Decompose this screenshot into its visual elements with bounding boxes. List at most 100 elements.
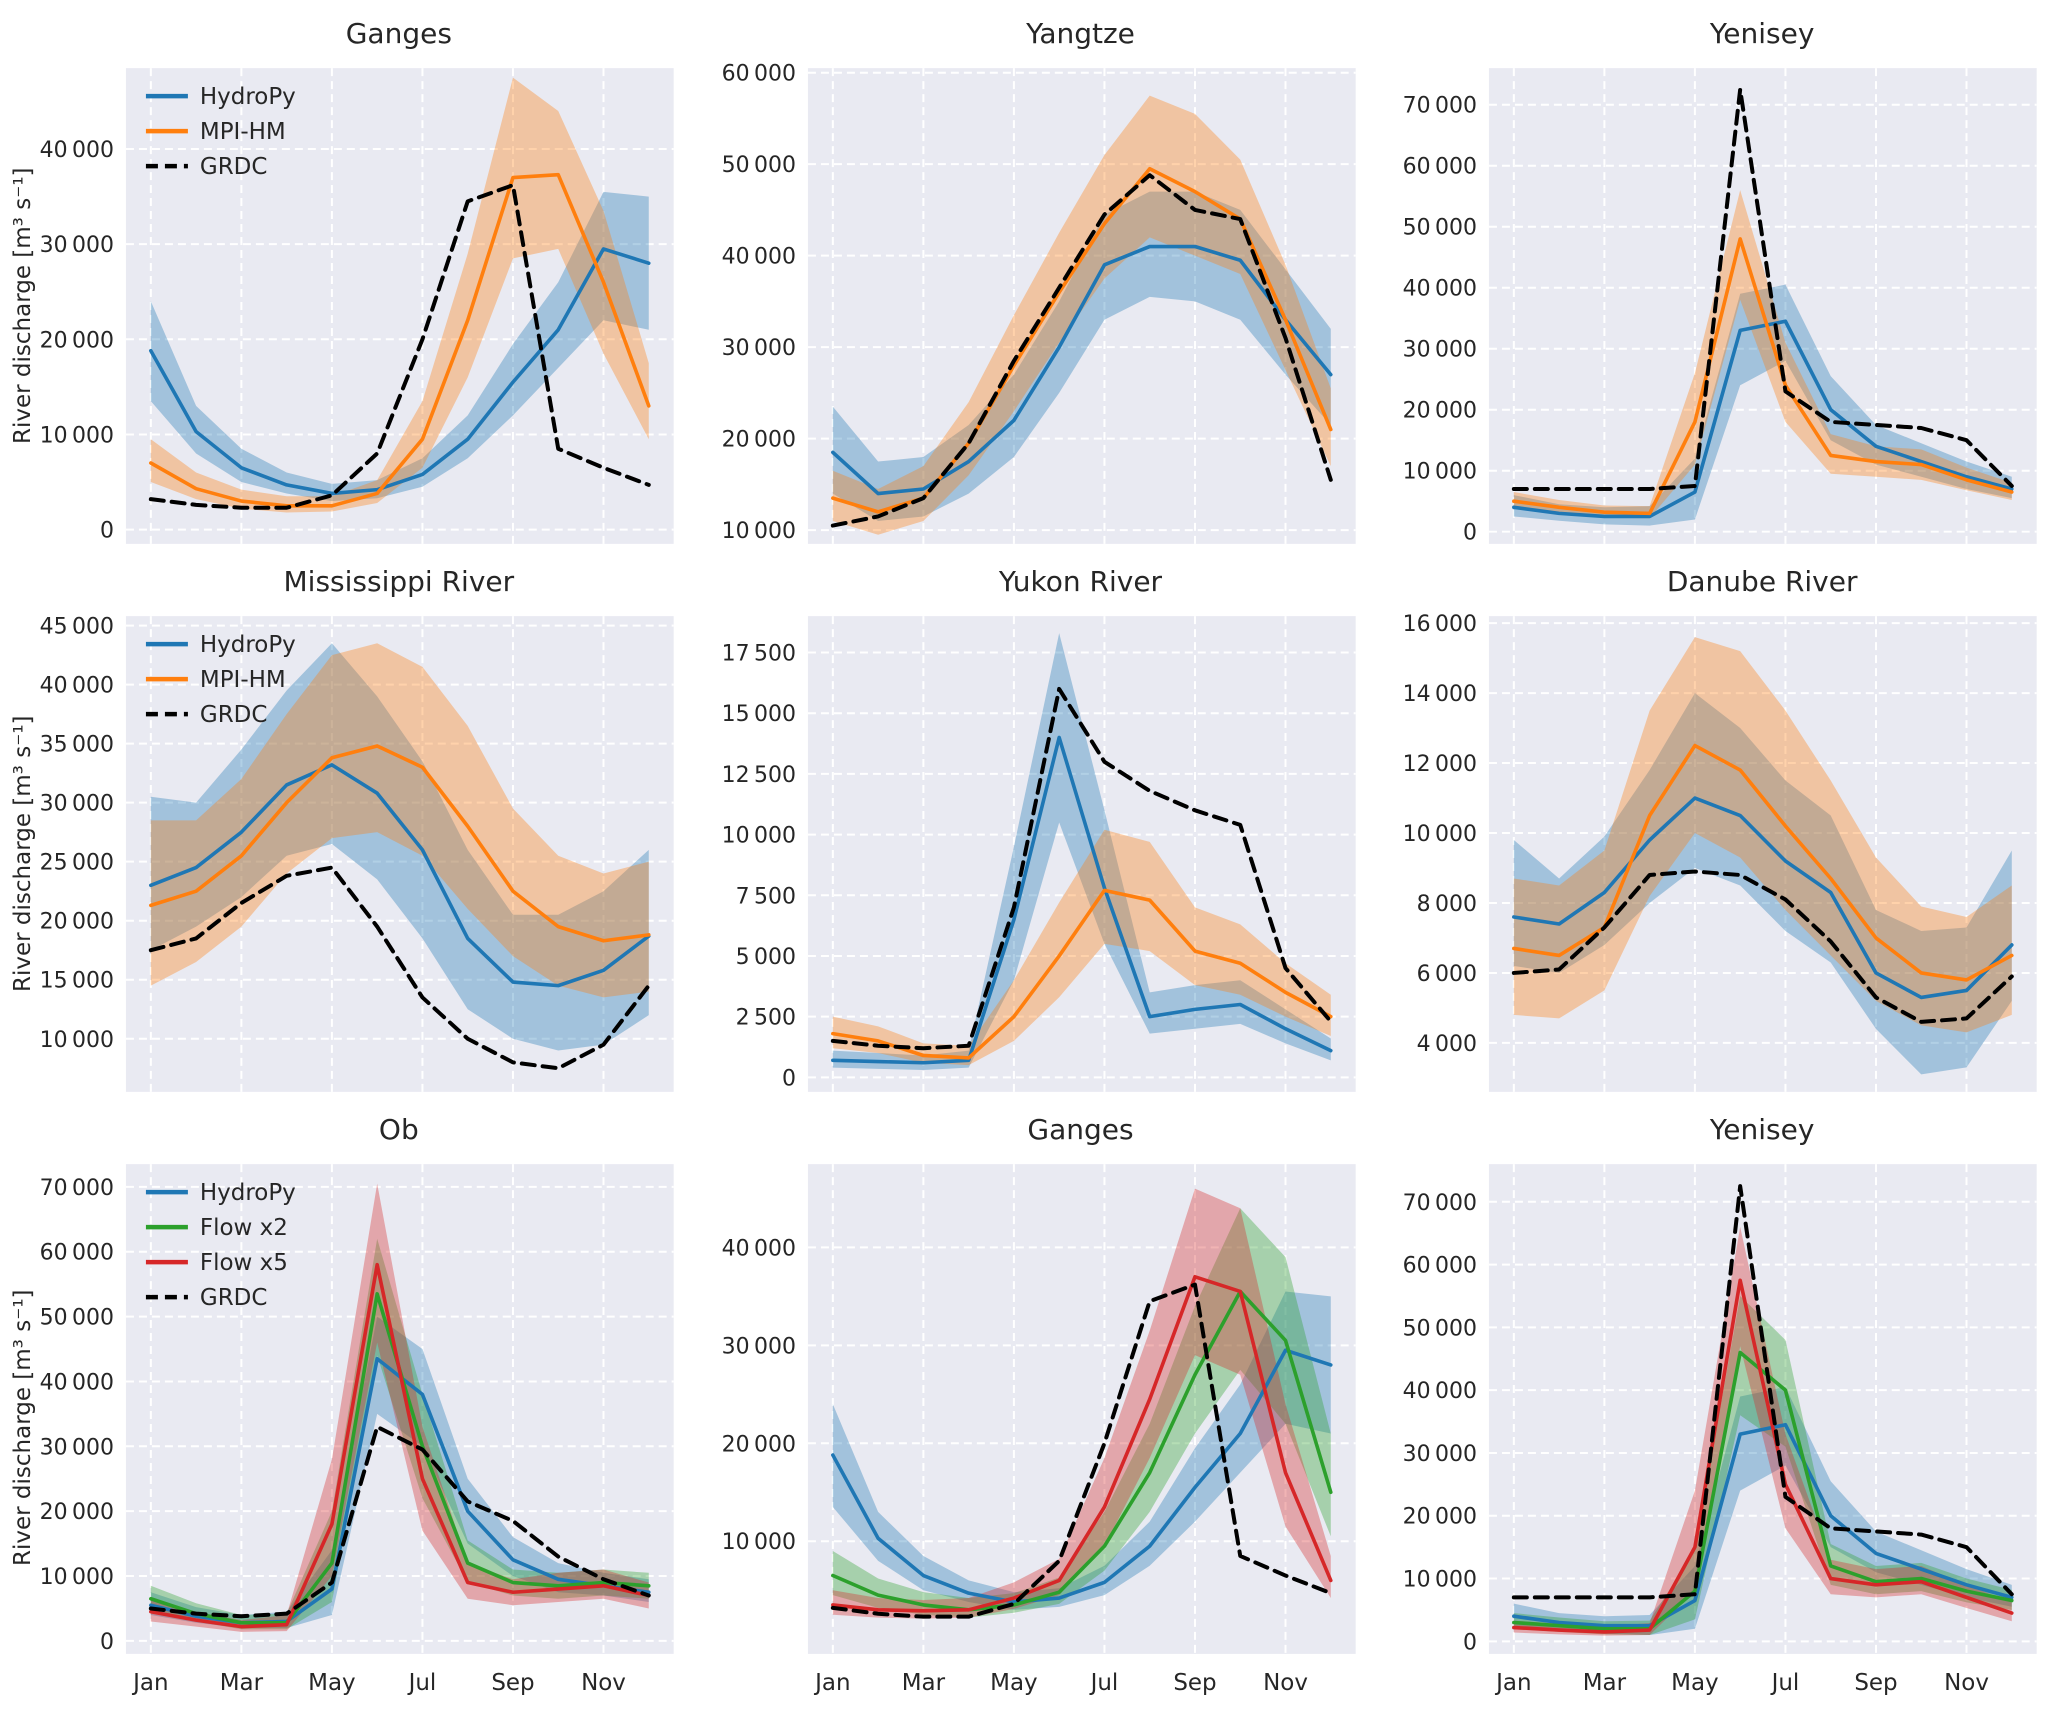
y-tick-label: 0 [782, 1066, 796, 1091]
panel-title: Ob [378, 1113, 419, 1146]
legend-label: MPI-HM [200, 667, 286, 693]
y-tick-label: 30 000 [1403, 338, 1477, 363]
panel-yangtze: Yangtze 10 000 20 000 30 000 40 000 50 000 60… [690, 10, 1372, 558]
y-tick-label: 40 000 [1403, 277, 1477, 302]
panel-title: Danube River [1666, 565, 1858, 598]
series-line-GRDC [148, 183, 651, 510]
series-line-GRDC [148, 865, 651, 1071]
y-tick-label: 5 000 [735, 945, 795, 970]
y-tick-label: 40 000 [40, 674, 114, 699]
band-HydroPy [150, 1316, 649, 1628]
y-tick-label: 15 000 [40, 969, 114, 994]
chart-canvas: 10 000 15 000 20 000 25 000 30 000 35 000 40 0… [40, 615, 674, 1092]
series-line-Flow x5 [830, 1274, 1333, 1613]
y-tick-label: 20 000 [1403, 399, 1477, 424]
y-tick-label: 0 [100, 1630, 114, 1655]
plot-background [807, 1164, 1356, 1654]
y-tick-label: 50 000 [1403, 216, 1477, 241]
band-MPI-HM [832, 95, 1331, 535]
y-tick-label: 12 000 [1403, 752, 1477, 777]
y-tick-label: 6 000 [1417, 962, 1477, 987]
series-line-GRDC [1512, 1184, 2015, 1600]
y-tick-label: 10 000 [40, 1028, 114, 1053]
y-tick-label: 10 000 [40, 1565, 114, 1590]
band-Flow x2 [832, 1208, 1331, 1618]
x-tick-label: Sep [1855, 1670, 1898, 1696]
series-line-HydroPy [149, 247, 651, 496]
y-axis-label: River discharge [m³ s⁻¹] [10, 715, 36, 993]
y-tick-label: 45 000 [40, 615, 114, 640]
y-tick-label: 10 000 [721, 519, 795, 544]
panel-ob: Ob River discharge [m³ s⁻¹] 0 10 000 20 00… [8, 1106, 690, 1706]
y-tick-label: 50 000 [1403, 1316, 1477, 1341]
y-tick-label: 20 000 [40, 1500, 114, 1525]
plot-background [1489, 68, 2038, 544]
y-tick-label: 40 000 [40, 1370, 114, 1395]
series-line-MPI-HM [830, 888, 1333, 1060]
y-tick-label: 10 000 [1403, 460, 1477, 485]
y-tick-label: 20 000 [721, 428, 795, 453]
y-tick-label: 25 000 [40, 851, 114, 876]
y-tick-label: 12 500 [721, 763, 795, 788]
y-tick-label: 35 000 [40, 733, 114, 758]
y-tick-label: 20 000 [40, 910, 114, 935]
chart-canvas: 10 000 20 000 30 000 40 000 Jan Mar May Jul Sep N… [721, 1164, 1356, 1696]
x-tick-label: Jan [813, 1670, 850, 1696]
y-tick-label: 40 000 [1403, 1379, 1477, 1404]
y-tick-label: 60 000 [40, 1241, 114, 1266]
x-tick-label: May [308, 1670, 356, 1696]
series-line-MPI-HM [1512, 237, 2014, 516]
panel-title: Yangtze [1026, 17, 1135, 50]
y-axis-label: River discharge [m³ s⁻¹] [10, 1289, 36, 1567]
band-Flow x5 [832, 1188, 1331, 1619]
legend-label: HydroPy [200, 84, 296, 110]
panel-title: Yenisey [1709, 1113, 1815, 1146]
y-tick-label: 10 000 [1403, 1568, 1477, 1593]
legend-label: GRDC [200, 154, 267, 180]
y-tick-label: 8 000 [1417, 892, 1477, 917]
band-Flow x5 [1514, 1226, 2013, 1636]
x-tick-label: May [1671, 1670, 1719, 1696]
series-line-HydroPy [830, 735, 1333, 1065]
panel-danube: Danube River 4 000 6 000 8 000 10 000 12 000… [1371, 558, 2053, 1106]
x-tick-label: Nov [1944, 1670, 1989, 1696]
y-tick-label: 15 000 [721, 702, 795, 727]
legend-label: Flow x2 [200, 1215, 288, 1241]
band-HydroPy [832, 191, 1331, 522]
series-line-GRDC [148, 1424, 651, 1619]
y-tick-label: 30 000 [721, 336, 795, 361]
x-tick-label: Mar [1583, 1670, 1627, 1696]
series-line-Flow x5 [149, 1262, 651, 1629]
y-tick-label: 0 [100, 519, 114, 544]
x-tick-label: Jan [131, 1670, 168, 1696]
y-tick-label: 17 500 [721, 642, 795, 667]
band-Flow x2 [1514, 1295, 2013, 1636]
y-tick-label: 30 000 [40, 233, 114, 258]
chart-canvas: 0 10 000 20 000 30 000 40 000 50 000 60 000 70 … [1403, 68, 2038, 546]
series-line-Flow x2 [1512, 1350, 2014, 1631]
y-tick-label: 40 000 [721, 245, 795, 270]
y-tick-label: 60 000 [1403, 1254, 1477, 1279]
x-tick-label: Mar [220, 1670, 264, 1696]
series-line-GRDC [830, 173, 1333, 528]
band-HydroPy [832, 1291, 1331, 1610]
series-line-HydroPy [830, 1348, 1333, 1604]
x-tick-label: Jul [1770, 1670, 1800, 1696]
legend-label: GRDC [200, 702, 267, 728]
x-tick-label: Sep [1173, 1670, 1216, 1696]
band-HydroPy [1514, 284, 2013, 526]
series-line-MPI-HM [1512, 743, 2014, 982]
y-tick-label: 0 [1463, 521, 1477, 546]
band-MPI-HM [1514, 190, 2013, 519]
panel-ganges-top: Ganges River discharge [m³ s⁻¹] 0 10 000 2… [8, 10, 690, 558]
chart-canvas: 10 000 20 000 30 000 40 000 50 000 60 000 [721, 62, 1356, 544]
series-line-GRDC [1512, 87, 2015, 491]
series-line-HydroPy [830, 244, 1333, 496]
y-tick-label: 60 000 [721, 62, 795, 87]
y-tick-label: 30 000 [721, 1334, 795, 1359]
series-line-HydroPy [149, 763, 651, 988]
y-tick-label: 4 000 [1417, 1032, 1477, 1057]
y-tick-label: 10 000 [1403, 822, 1477, 847]
series-line-Flow x5 [1512, 1278, 2014, 1634]
